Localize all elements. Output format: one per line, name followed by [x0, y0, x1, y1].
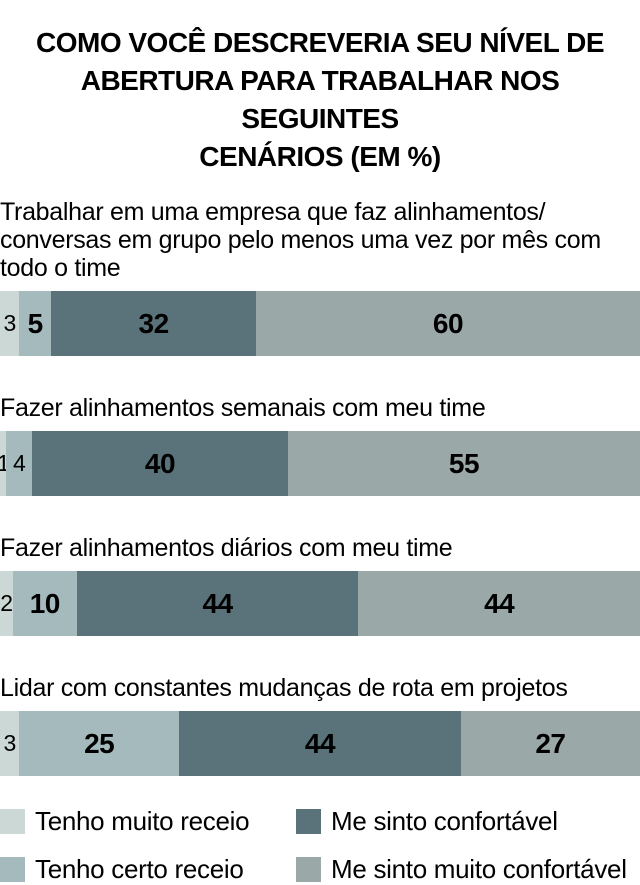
bar-segment: 3 [0, 291, 20, 356]
bar-segment-value: 60 [432, 307, 464, 339]
bar-segment: 32 [51, 291, 256, 356]
bar-segment: 5 [19, 291, 52, 356]
bar-segment-value: 25 [84, 727, 115, 759]
legend-item: Tenho muito receio [0, 806, 296, 837]
bar-segment: 27 [460, 711, 640, 776]
question-label: Fazer alinhamentos semanais com meu time [0, 394, 486, 422]
chart-section: Trabalhar em uma empresa que faz alinham… [0, 198, 640, 356]
legend-item: Me sinto confortável [296, 806, 640, 837]
bar-segment-value: 44 [484, 587, 515, 619]
stacked-bar: 2 10 44 44 [0, 571, 640, 636]
bar-segment-value: 10 [29, 587, 61, 619]
stacked-bar: 3 5 32 60 [0, 291, 640, 356]
bar-segment-value: 55 [448, 447, 480, 479]
bar-segment: 55 [287, 431, 640, 496]
bar-segment: 44 [358, 571, 640, 636]
question-label: Lidar com constantes mudanças de rota em… [0, 674, 568, 702]
bar-segment-value: 40 [144, 447, 176, 479]
bar-segment-value: 32 [138, 307, 170, 339]
bar-segment: 60 [255, 291, 640, 356]
bar-segment: 2 [0, 571, 13, 636]
bar-segment-value: 5 [27, 307, 44, 339]
legend-swatch [0, 809, 25, 834]
legend-swatch [0, 857, 25, 882]
legend-swatch [296, 809, 321, 834]
bar-segment: 1 [0, 431, 10, 496]
legend-swatch [296, 857, 321, 882]
question-label: Fazer alinhamentos diários com meu time [0, 534, 453, 562]
question-label: Trabalhar em uma empresa que faz alinham… [0, 198, 601, 282]
stacked-bar: 3 25 44 27 [0, 711, 640, 776]
stacked-bar: 1 4 40 55 [0, 431, 640, 496]
bar-segment: 3 [0, 711, 20, 776]
legend: Tenho muito receio Tenho certo receio Me s… [0, 806, 640, 885]
bar-segment-value: 27 [535, 727, 566, 759]
legend-label: Me sinto muito confortável [331, 854, 627, 884]
legend-item: Me sinto muito confortável [296, 854, 640, 885]
chart-title: COMO VOCÊ DESCREVERIA SEU NÍVEL DE ABERT… [36, 27, 605, 172]
bar-segment-value: 44 [202, 587, 234, 619]
chart-section: Lidar com constantes mudanças de rota em… [0, 674, 640, 776]
legend-item: Tenho certo receio [0, 854, 296, 885]
legend-label: Me sinto confortável [331, 806, 558, 836]
legend-label: Tenho muito receio [35, 806, 250, 836]
bar-segment-value: 1 [0, 450, 10, 476]
bar-segment: 25 [19, 711, 180, 776]
bar-segment: 10 [12, 571, 77, 636]
chart-section: Fazer alinhamentos semanais com meu time… [0, 394, 640, 496]
bar-segment-value: 3 [3, 730, 16, 756]
bar-segment-value: 2 [0, 590, 13, 616]
bar-segment: 44 [179, 711, 461, 776]
chart-section: Fazer alinhamentos diários com meu time 2… [0, 534, 640, 636]
chart-body: Trabalhar em uma empresa que faz alinham… [0, 198, 640, 776]
bar-segment: 44 [76, 571, 359, 636]
bar-segment: 4 [6, 431, 32, 496]
legend-label: Tenho certo receio [35, 854, 244, 884]
bar-segment-value: 44 [304, 727, 336, 759]
bar-segment-value: 4 [13, 450, 26, 476]
bar-segment-value: 3 [3, 310, 16, 336]
bar-segment: 40 [31, 431, 288, 496]
